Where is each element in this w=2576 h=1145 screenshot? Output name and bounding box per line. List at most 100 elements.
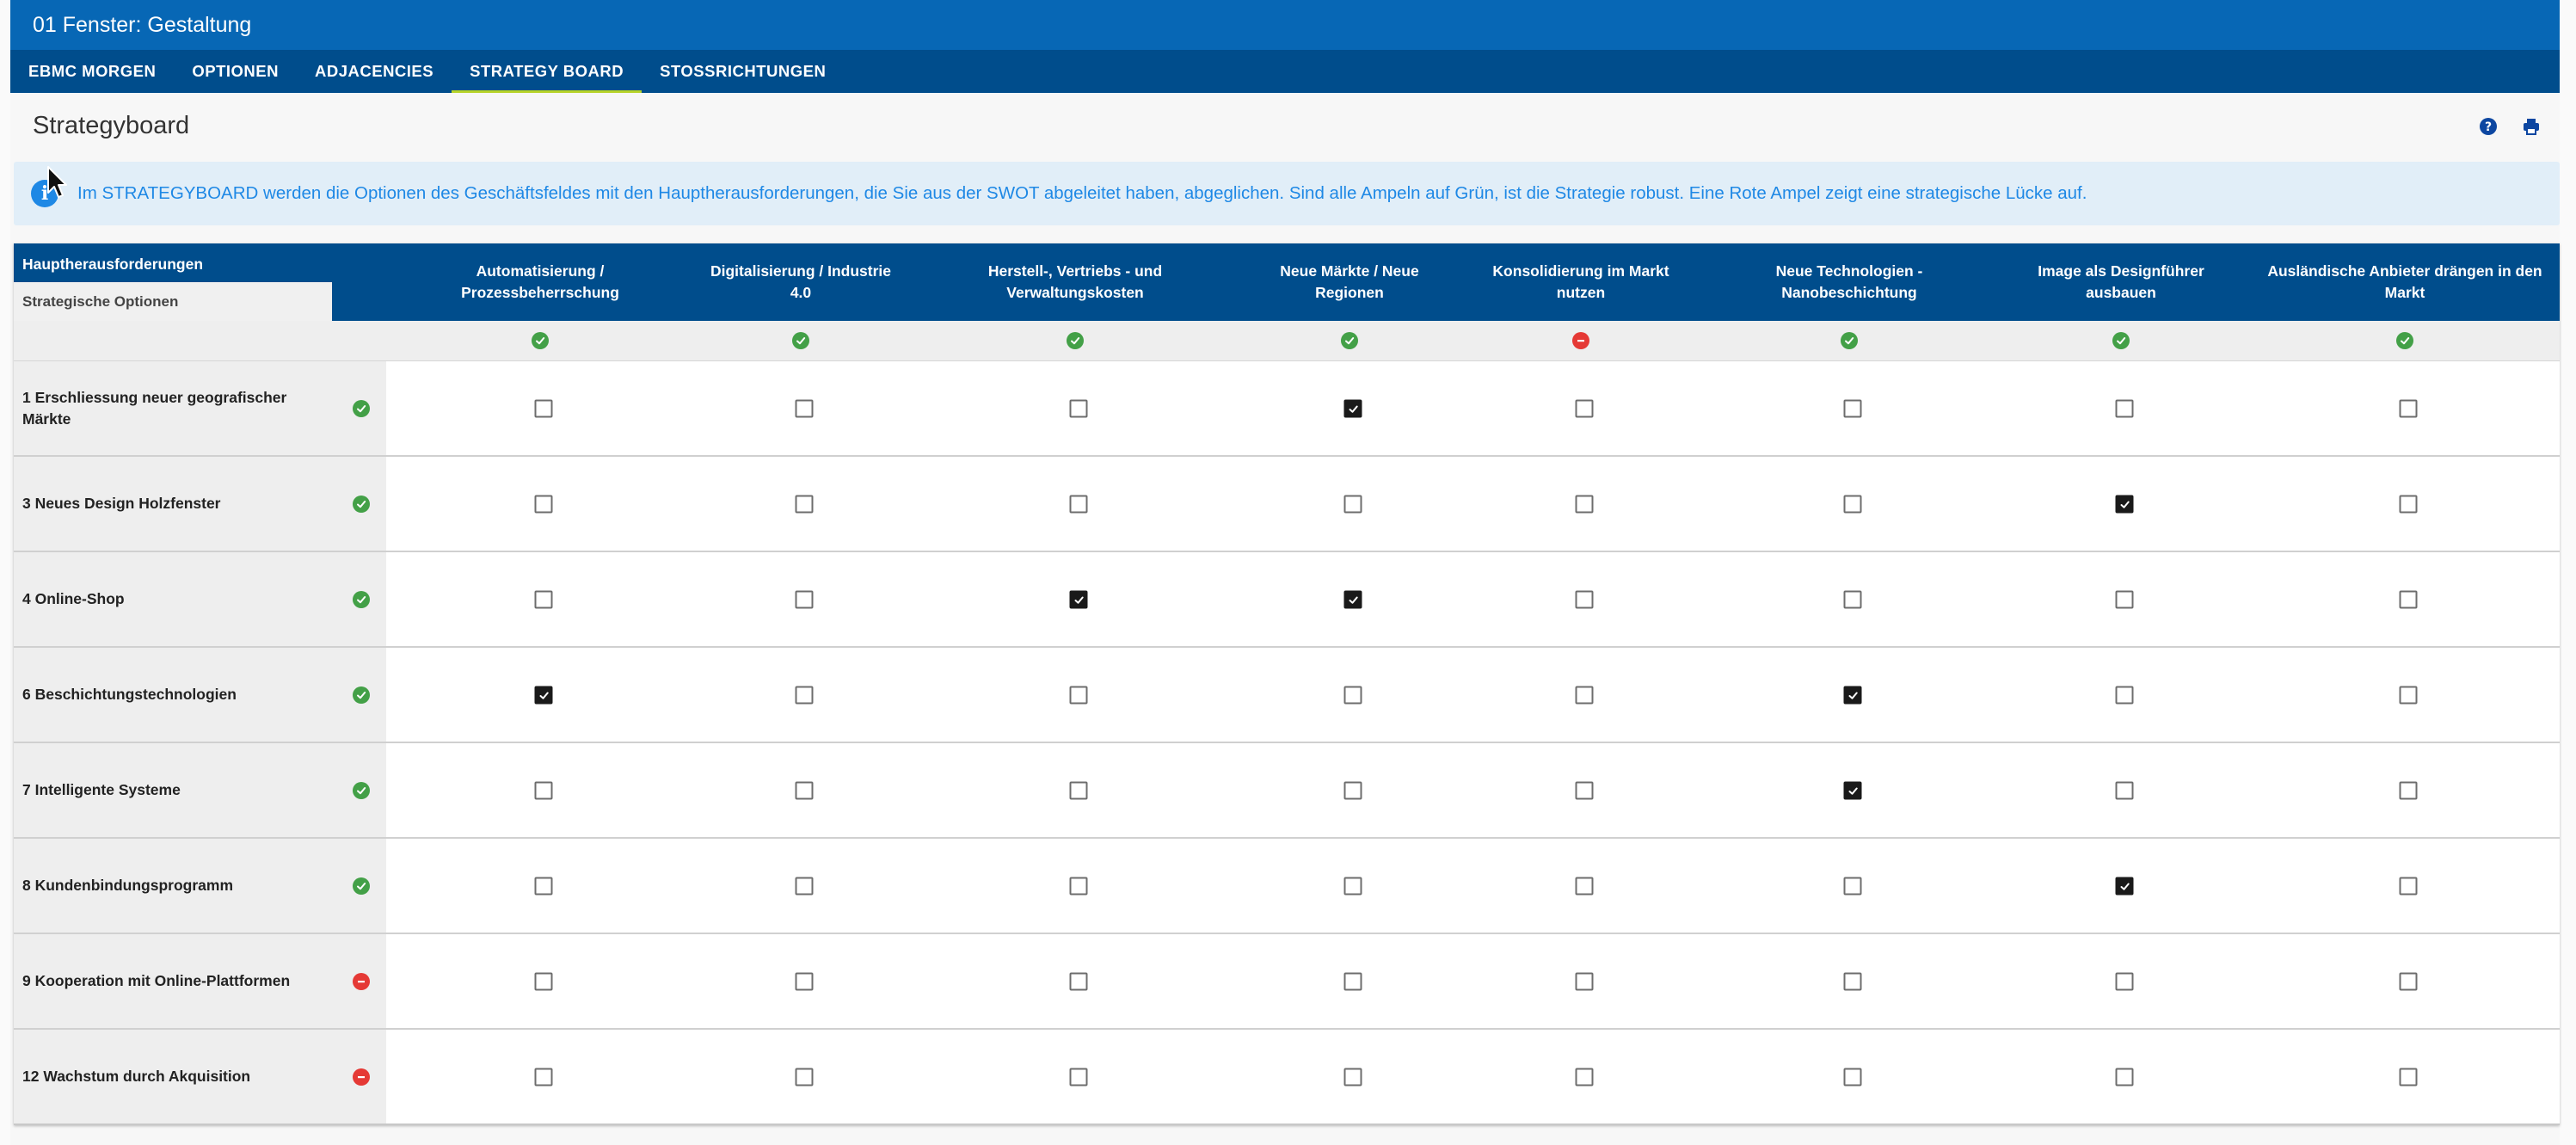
checkbox[interactable] — [1343, 686, 1362, 705]
checkbox[interactable] — [1575, 781, 1594, 800]
checkbox-checked[interactable] — [1843, 781, 1862, 800]
status-ok-icon — [353, 686, 370, 704]
checkbox[interactable] — [795, 781, 814, 800]
checkbox[interactable] — [2399, 590, 2418, 609]
checkbox[interactable] — [795, 686, 814, 705]
checkbox-checked[interactable] — [1069, 590, 1088, 609]
checkbox[interactable] — [534, 590, 553, 609]
corner-label-challenges: Hauptherausforderungen — [22, 255, 204, 273]
page-title: Strategyboard — [33, 112, 190, 139]
option-label: 6 Beschichtungstechnologien — [22, 686, 237, 703]
tab-optionen[interactable]: OPTIONEN — [192, 62, 279, 80]
checkbox[interactable] — [1069, 399, 1088, 418]
tab-adjacencies[interactable]: ADJACENCIES — [315, 62, 434, 80]
status-ok-icon — [532, 332, 549, 349]
checkbox[interactable] — [795, 877, 814, 896]
checkbox[interactable] — [2399, 781, 2418, 800]
checkbox[interactable] — [2399, 972, 2418, 991]
checkbox[interactable] — [1575, 686, 1594, 705]
checkbox[interactable] — [795, 972, 814, 991]
checkbox[interactable] — [1343, 972, 1362, 991]
checkbox[interactable] — [1343, 1068, 1362, 1087]
checkbox[interactable] — [1843, 495, 1862, 514]
checkbox[interactable] — [534, 877, 553, 896]
checkbox[interactable] — [1069, 495, 1088, 514]
checkbox[interactable] — [2399, 686, 2418, 705]
help-circle-icon[interactable]: ? — [2479, 117, 2498, 136]
checkbox[interactable] — [1575, 590, 1594, 609]
strategy-board-table: Hauptherausforderungen Strategische Opti… — [14, 243, 2560, 1125]
checkbox[interactable] — [2399, 399, 2418, 418]
checkbox[interactable] — [2115, 781, 2134, 800]
checkbox[interactable] — [1069, 972, 1088, 991]
checkbox[interactable] — [1343, 877, 1362, 896]
svg-text:?: ? — [2485, 120, 2492, 134]
checkbox[interactable] — [534, 972, 553, 991]
checkbox[interactable] — [1069, 686, 1088, 705]
checkbox[interactable] — [795, 495, 814, 514]
checkbox[interactable] — [1575, 495, 1594, 514]
checkbox-checked[interactable] — [2115, 495, 2134, 514]
status-ok-icon — [353, 591, 370, 608]
column-header: Neue Technologien - Nanobeschichtung — [1775, 262, 1923, 301]
status-ok-icon — [353, 877, 370, 895]
checkbox[interactable] — [795, 1068, 814, 1087]
status-gap-icon — [353, 1068, 370, 1086]
checkbox[interactable] — [1843, 590, 1862, 609]
checkbox[interactable] — [2115, 686, 2134, 705]
checkbox-checked[interactable] — [1843, 686, 1862, 705]
checkbox[interactable] — [2115, 590, 2134, 609]
checkbox[interactable] — [1575, 972, 1594, 991]
row-header-cell: 1 Erschliessung neuer geografischer Märk… — [14, 361, 386, 455]
info-text: Im STRATEGYBOARD werden die Optionen des… — [77, 183, 2087, 203]
table-row: 3 Neues Design Holzfenster — [14, 457, 2560, 552]
checkbox-checked[interactable] — [534, 686, 553, 705]
corner-label-options: Strategische Optionen — [14, 282, 332, 321]
checkbox[interactable] — [795, 590, 814, 609]
printer-icon[interactable] — [2522, 117, 2541, 136]
checkbox[interactable] — [1843, 972, 1862, 991]
row-header-cell: 8 Kundenbindungsprogramm — [14, 839, 386, 933]
table-row: 12 Wachstum durch Akquisition — [14, 1030, 2560, 1125]
table-row: 7 Intelligente Systeme — [14, 743, 2560, 839]
checkbox[interactable] — [1843, 877, 1862, 896]
checkbox[interactable] — [1843, 399, 1862, 418]
checkbox[interactable] — [2399, 1068, 2418, 1087]
checkbox[interactable] — [795, 399, 814, 418]
checkbox[interactable] — [2399, 877, 2418, 896]
tab-stossrichtungen[interactable]: STOSSRICHTUNGEN — [660, 62, 827, 80]
tab-strategy-board[interactable]: STRATEGY BOARD — [452, 50, 642, 93]
checkbox[interactable] — [2399, 495, 2418, 514]
checkbox[interactable] — [1343, 781, 1362, 800]
checkbox[interactable] — [1843, 1068, 1862, 1087]
checkbox-checked[interactable] — [2115, 877, 2134, 896]
checkbox[interactable] — [1575, 877, 1594, 896]
row-header-cell: 7 Intelligente Systeme — [14, 743, 386, 837]
checkbox[interactable] — [1575, 399, 1594, 418]
checkbox[interactable] — [534, 495, 553, 514]
checkbox[interactable] — [1069, 877, 1088, 896]
checkbox[interactable] — [2115, 399, 2134, 418]
checkbox-checked[interactable] — [1343, 590, 1362, 609]
checkbox[interactable] — [1069, 1068, 1088, 1087]
option-label: 7 Intelligente Systeme — [22, 781, 181, 798]
checkbox-checked[interactable] — [1343, 399, 1362, 418]
status-ok-icon — [353, 400, 370, 417]
checkbox[interactable] — [2115, 972, 2134, 991]
table-header: Hauptherausforderungen Strategische Opti… — [14, 243, 2560, 321]
status-ok-icon — [353, 782, 370, 799]
checkbox[interactable] — [1343, 495, 1362, 514]
checkbox[interactable] — [534, 781, 553, 800]
checkbox[interactable] — [534, 399, 553, 418]
tab-ebmc-morgen[interactable]: EBMC MORGEN — [28, 62, 157, 80]
app-frame: 01 Fenster: Gestaltung EBMC MORGEN OPTION… — [10, 0, 2560, 1145]
column-status-row — [14, 321, 2560, 361]
checkbox[interactable] — [534, 1068, 553, 1087]
row-header-cell: 6 Beschichtungstechnologien — [14, 648, 386, 742]
status-ok-icon — [1341, 332, 1358, 349]
checkbox[interactable] — [1069, 781, 1088, 800]
checkbox[interactable] — [1575, 1068, 1594, 1087]
info-banner: i Im STRATEGYBOARD werden die Optionen d… — [14, 162, 2560, 225]
tab-bar: EBMC MORGEN OPTIONEN ADJACENCIES STRATEGY B… — [10, 50, 2560, 93]
checkbox[interactable] — [2115, 1068, 2134, 1087]
